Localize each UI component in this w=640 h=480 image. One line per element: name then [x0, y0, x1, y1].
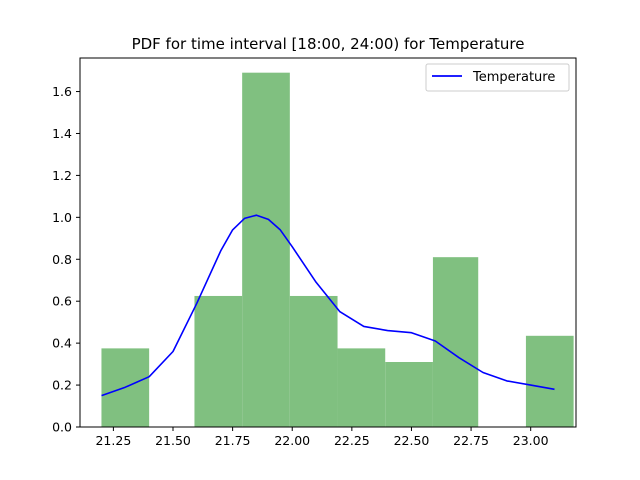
histogram-bar-6 — [337, 348, 386, 427]
legend-box — [425, 63, 570, 92]
y-tick-label: 1.0 — [52, 210, 72, 225]
histogram-bar-3 — [194, 295, 243, 427]
x-tick-label: 22.00 — [274, 433, 310, 448]
histogram-bar-10 — [525, 335, 574, 427]
histogram-bar-5 — [289, 295, 338, 427]
y-tick-label: 1.2 — [52, 168, 72, 183]
y-tick-label: 0.4 — [52, 336, 72, 351]
y-tick-label: 1.6 — [52, 84, 72, 99]
x-tick-label: 23.00 — [513, 433, 549, 448]
histogram-bars — [101, 72, 574, 427]
series-line-1 — [101, 214, 555, 397]
y-tick-label: 0.2 — [52, 378, 72, 393]
histogram-bar-7 — [385, 362, 433, 427]
x-tick-label: 21.50 — [155, 433, 191, 448]
y-tick-label: 0.0 — [52, 420, 72, 435]
kde-line-layer — [101, 214, 555, 397]
plot-frame — [79, 57, 577, 428]
histogram-bar-4 — [242, 72, 290, 427]
y-tick-label: 1.4 — [52, 126, 72, 141]
x-tick-label: 22.50 — [394, 433, 430, 448]
x-tick-label: 22.25 — [334, 433, 370, 448]
legend-label: Temperature — [472, 70, 555, 85]
x-tick-label: 21.25 — [95, 433, 131, 448]
x-tick-label: 22.75 — [453, 433, 489, 448]
x-tick-label: 21.75 — [215, 433, 251, 448]
histogram-bar-8 — [432, 257, 479, 427]
legend: Temperature — [425, 63, 570, 92]
y-tick-label: 0.8 — [52, 252, 72, 267]
axes: 21.25 21.50 21.75 22.00 22.25 22.50 22.75 23.00… — [52, 57, 577, 448]
chart-title: PDF for time interval [18:00, 24:00) for… — [132, 35, 525, 53]
y-tick-label: 0.6 — [52, 294, 72, 309]
